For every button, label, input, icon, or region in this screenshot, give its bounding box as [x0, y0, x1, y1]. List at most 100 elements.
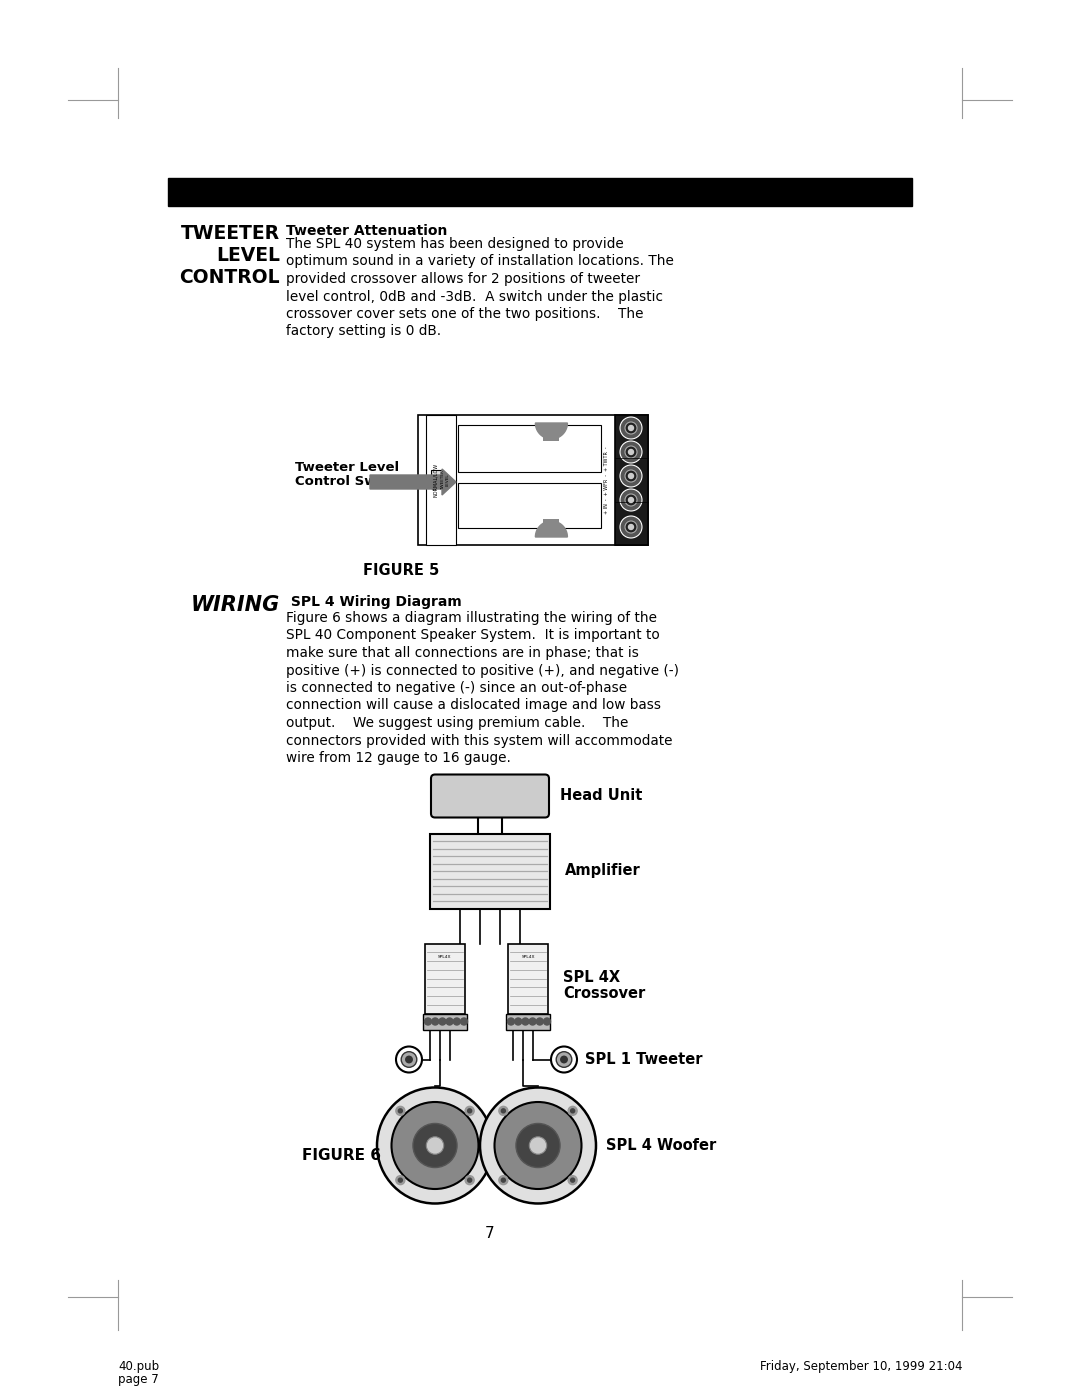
Circle shape [625, 495, 637, 506]
Text: positive (+) is connected to positive (+), and negative (-): positive (+) is connected to positive (+… [286, 664, 679, 678]
Text: 7: 7 [485, 1225, 495, 1241]
Bar [423, 1013, 467, 1030]
Circle shape [625, 469, 637, 482]
Circle shape [629, 426, 634, 430]
Circle shape [570, 1178, 575, 1182]
FancyBboxPatch shape [431, 774, 549, 817]
Bar [168, 177, 912, 205]
Circle shape [480, 1087, 596, 1203]
Text: Friday, September 10, 1999 21:04: Friday, September 10, 1999 21:04 [759, 1361, 962, 1373]
Circle shape [556, 1052, 571, 1067]
Circle shape [377, 1087, 492, 1203]
Circle shape [432, 1018, 438, 1025]
Circle shape [543, 1018, 551, 1025]
Text: SPL 40 Component Speaker System.  It is important to: SPL 40 Component Speaker System. It is i… [286, 629, 660, 643]
Circle shape [568, 1106, 577, 1115]
Bar [458, 483, 600, 528]
Polygon shape [536, 521, 567, 536]
Polygon shape [536, 423, 567, 439]
FancyArrow shape [370, 469, 456, 495]
Circle shape [468, 1178, 472, 1182]
Text: Tweeter Level: Tweeter Level [295, 461, 400, 474]
Circle shape [399, 1109, 403, 1113]
Circle shape [551, 1046, 577, 1073]
Text: page 7: page 7 [118, 1373, 159, 1386]
Circle shape [522, 1018, 529, 1025]
Text: crossover cover sets one of the two positions.    The: crossover cover sets one of the two posi… [286, 307, 644, 321]
Text: WIRING: WIRING [191, 595, 280, 615]
Circle shape [620, 489, 642, 511]
Text: SPL 4X: SPL 4X [563, 971, 620, 985]
Circle shape [570, 1109, 575, 1113]
Circle shape [438, 1018, 446, 1025]
Circle shape [396, 1106, 405, 1115]
Text: LEVEL: LEVEL [216, 246, 280, 265]
Circle shape [446, 1018, 454, 1025]
Circle shape [625, 446, 637, 458]
Circle shape [620, 465, 642, 488]
Bar [508, 943, 548, 1013]
Circle shape [501, 1109, 505, 1113]
Text: SPL4X: SPL4X [522, 956, 535, 960]
Circle shape [495, 1102, 581, 1189]
Circle shape [625, 521, 637, 534]
Circle shape [465, 1106, 474, 1115]
Circle shape [629, 450, 634, 454]
Circle shape [396, 1176, 405, 1185]
Bar [615, 415, 648, 545]
Text: connectors provided with this system will accommodate: connectors provided with this system wil… [286, 733, 673, 747]
Circle shape [399, 1178, 403, 1182]
Circle shape [620, 416, 642, 439]
Text: SPL 1 Tweeter: SPL 1 Tweeter [585, 1052, 702, 1067]
Circle shape [620, 515, 642, 538]
Circle shape [515, 1018, 522, 1025]
Circle shape [529, 1137, 546, 1154]
Circle shape [424, 1018, 432, 1025]
Circle shape [396, 1046, 422, 1073]
Circle shape [427, 1137, 444, 1154]
Circle shape [629, 474, 634, 479]
Circle shape [529, 1018, 536, 1025]
Circle shape [568, 1176, 577, 1185]
Text: TWEETER
LEVEL: TWEETER LEVEL [441, 469, 449, 490]
Circle shape [406, 1056, 413, 1063]
Circle shape [401, 1052, 417, 1067]
Text: + IN  -  + WFR  -  + TWTR  -: + IN - + WFR - + TWTR - [605, 446, 609, 514]
Text: FIGURE 6: FIGURE 6 [302, 1148, 381, 1162]
Text: NORMAL/LOW: NORMAL/LOW [433, 462, 438, 497]
Bar [543, 423, 559, 441]
Bar [458, 425, 600, 472]
Text: wire from 12 gauge to 16 gauge.: wire from 12 gauge to 16 gauge. [286, 752, 511, 766]
Text: make sure that all connections are in phase; that is: make sure that all connections are in ph… [286, 645, 639, 659]
Circle shape [508, 1018, 514, 1025]
Circle shape [465, 1176, 474, 1185]
Bar [426, 415, 456, 545]
Bar [543, 520, 559, 536]
Bar [430, 834, 550, 908]
Text: connection will cause a dislocated image and low bass: connection will cause a dislocated image… [286, 698, 661, 712]
Bar [426, 943, 465, 1013]
Text: CONTROL: CONTROL [179, 268, 280, 286]
Circle shape [537, 1018, 543, 1025]
Circle shape [620, 441, 642, 462]
Text: SPL 4 Woofer: SPL 4 Woofer [606, 1139, 716, 1153]
Text: provided crossover allows for 2 positions of tweeter: provided crossover allows for 2 position… [286, 272, 640, 286]
Circle shape [629, 524, 634, 529]
Text: Amplifier: Amplifier [565, 863, 640, 879]
Circle shape [454, 1018, 460, 1025]
Text: Tweeter Attenuation: Tweeter Attenuation [286, 224, 447, 237]
Text: optimum sound in a variety of installation locations. The: optimum sound in a variety of installati… [286, 254, 674, 268]
Circle shape [629, 497, 634, 503]
Text: Figure 6 shows a diagram illustrating the wiring of the: Figure 6 shows a diagram illustrating th… [286, 610, 657, 624]
Text: Control Switch: Control Switch [295, 475, 405, 488]
Circle shape [499, 1106, 508, 1115]
Bar [418, 415, 648, 545]
Text: Crossover: Crossover [563, 986, 645, 1002]
Bar [507, 1013, 550, 1030]
Text: factory setting is 0 dB.: factory setting is 0 dB. [286, 324, 441, 338]
Circle shape [516, 1123, 561, 1168]
Text: output.    We suggest using premium cable.    The: output. We suggest using premium cable. … [286, 717, 629, 731]
Text: level control, 0dB and -3dB.  A switch under the plastic: level control, 0dB and -3dB. A switch un… [286, 289, 663, 303]
Circle shape [413, 1123, 457, 1168]
Text: The SPL 40 system has been designed to provide: The SPL 40 system has been designed to p… [286, 237, 624, 251]
